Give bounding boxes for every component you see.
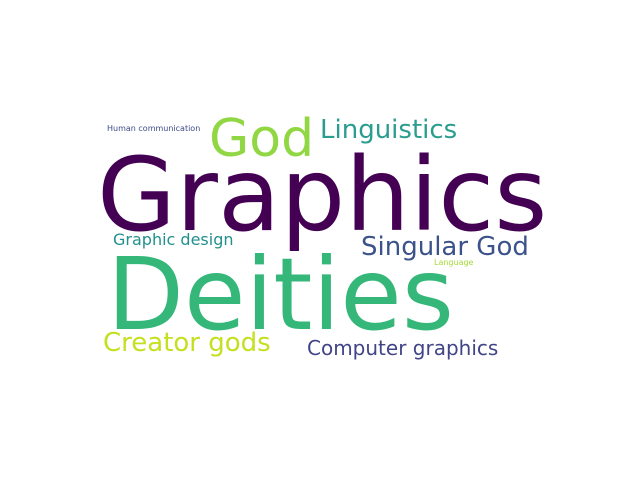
word-graphic-design: Graphic design (113, 230, 234, 249)
word-human-communication: Human communication (107, 124, 201, 133)
word-god: God (209, 109, 315, 169)
word-computer-graphics: Computer graphics (307, 336, 499, 360)
word-deities: Deities (107, 236, 454, 353)
word-graphics: Graphics (97, 136, 548, 255)
word-singular-god: Singular God (361, 232, 529, 262)
word-linguistics: Linguistics (320, 115, 458, 145)
word-language: Language (434, 258, 474, 267)
word-creator-gods: Creator gods (103, 328, 271, 358)
